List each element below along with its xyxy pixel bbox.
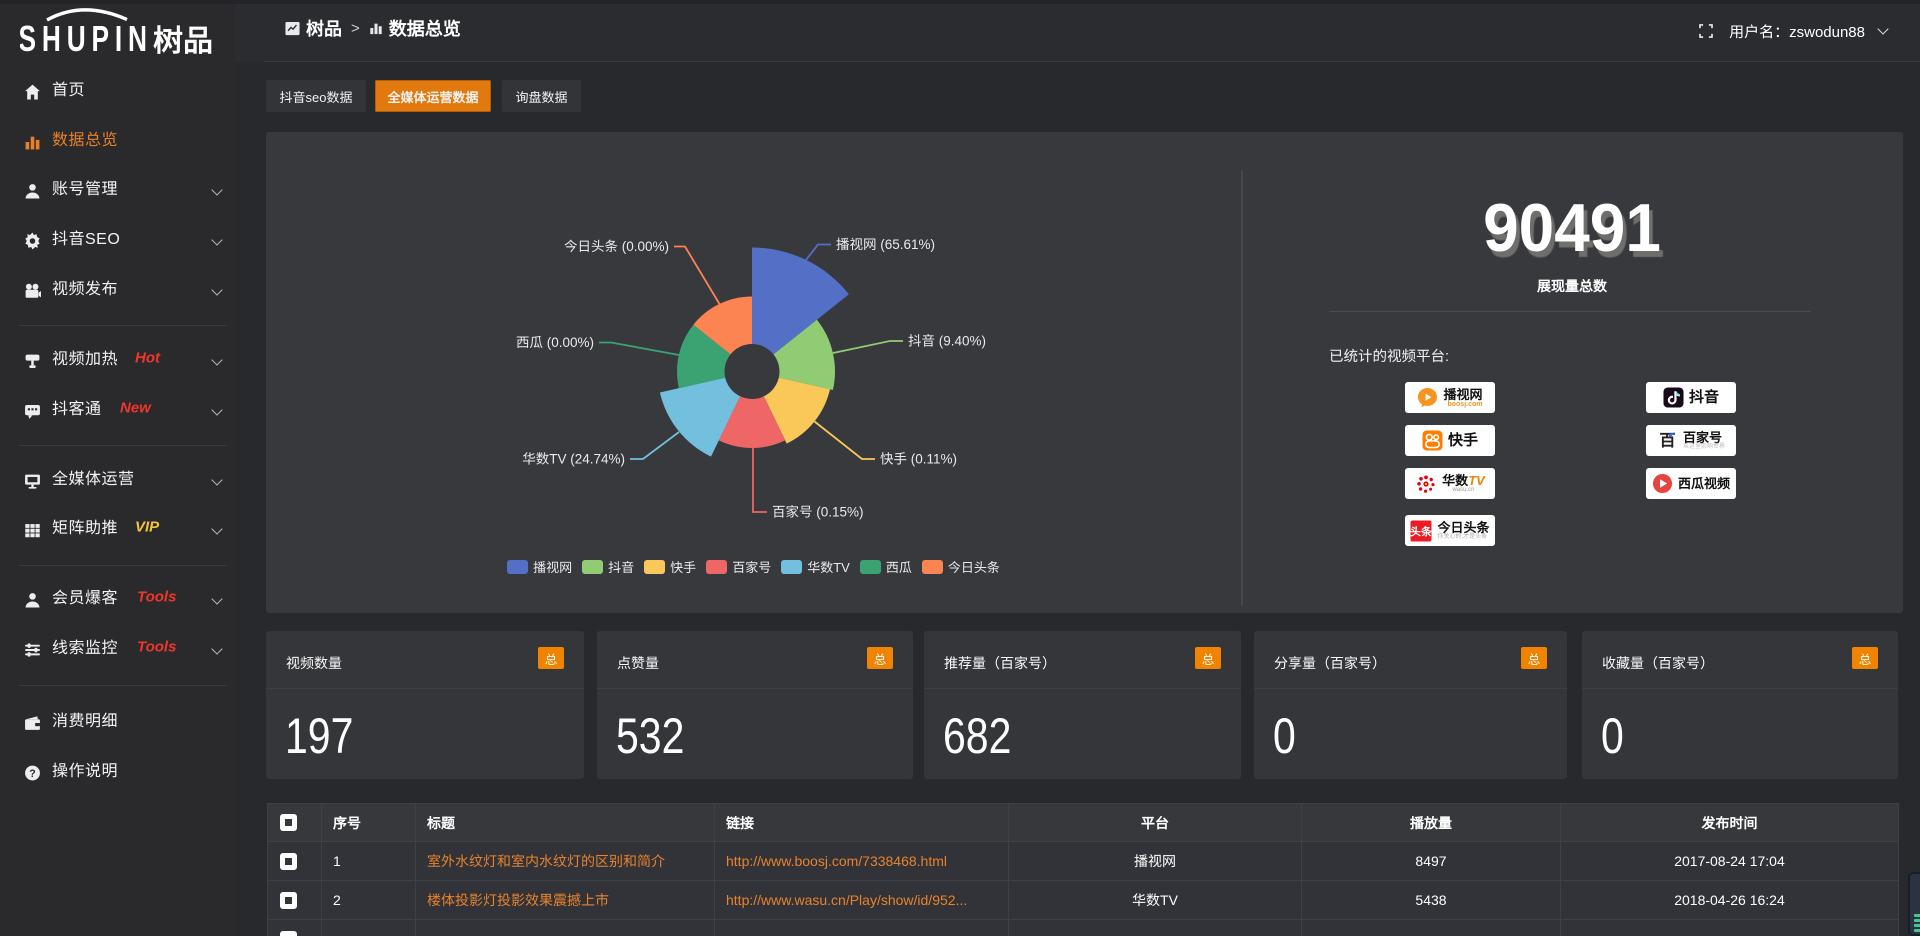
svg-text:SHUPIN: SHUPIN [20, 18, 153, 57]
svg-text:播视网 (65.61%): 播视网 (65.61%) [836, 237, 935, 252]
svg-text:树品: 树品 [153, 16, 213, 57]
svg-text:华数TV (24.74%): 华数TV (24.74%) [522, 452, 625, 467]
svg-text:头条: 头条 [1410, 523, 1432, 539]
svg-text:西瓜 (0.00%): 西瓜 (0.00%) [516, 335, 594, 350]
svg-text:抖音 (9.40%): 抖音 (9.40%) [908, 334, 986, 349]
svg-text:今日头条 (0.00%): 今日头条 (0.00%) [564, 239, 669, 254]
svg-text:百家号 (0.15%): 百家号 (0.15%) [772, 505, 864, 520]
svg-text:?: ? [29, 768, 35, 780]
svg-text:快手 (0.11%): 快手 (0.11%) [880, 452, 957, 467]
